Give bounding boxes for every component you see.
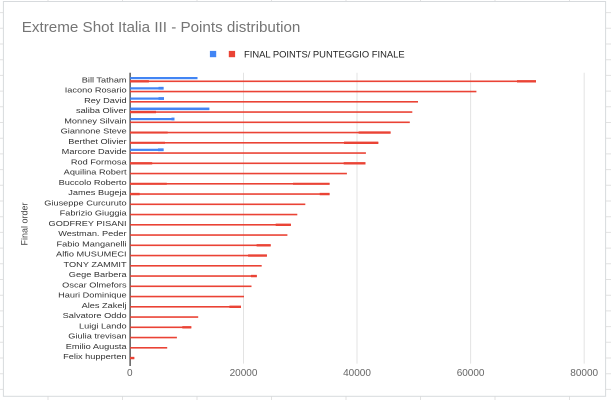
svg-text:Monney Silvain: Monney Silvain <box>64 117 127 125</box>
svg-text:Giuseppe Curcuruto: Giuseppe Curcuruto <box>44 199 127 207</box>
svg-text:0: 0 <box>127 368 133 379</box>
svg-text:Giannone Steve: Giannone Steve <box>61 128 127 136</box>
svg-text:60000: 60000 <box>457 368 485 379</box>
svg-text:Rod Formosa: Rod Formosa <box>71 158 127 166</box>
svg-text:Gege Barbera: Gege Barbera <box>69 271 127 279</box>
svg-text:Iacono Rosario: Iacono Rosario <box>65 87 127 95</box>
svg-text:Ales Zakelj: Ales Zakelj <box>82 302 127 310</box>
svg-text:Luigi Lando: Luigi Lando <box>79 322 127 330</box>
svg-text:saliba Oliver: saliba Oliver <box>76 107 127 115</box>
svg-text:TONY ZAMMIT: TONY ZAMMIT <box>64 261 127 269</box>
svg-text:FINAL POINTS/ PUNTEGGIO FINALE: FINAL POINTS/ PUNTEGGIO FINALE <box>244 48 405 59</box>
svg-text:80000: 80000 <box>570 368 598 379</box>
svg-text:Extreme Shot Italia III - Poin: Extreme Shot Italia III - Points distrib… <box>22 19 301 36</box>
svg-text:40000: 40000 <box>343 368 371 379</box>
svg-text:Final order: Final order <box>20 202 30 245</box>
svg-text:Marcore Davide: Marcore Davide <box>62 148 127 156</box>
svg-text:Westman. Peder: Westman. Peder <box>58 230 127 238</box>
svg-text:Berthet Olivier: Berthet Olivier <box>68 138 127 146</box>
svg-text:Fabrizio Giuggia: Fabrizio Giuggia <box>60 210 127 218</box>
svg-text:GODFREY PISANI: GODFREY PISANI <box>49 220 127 228</box>
svg-text:Giulia trevisan: Giulia trevisan <box>68 333 127 341</box>
svg-text:Oscar Olmefors: Oscar Olmefors <box>62 281 126 289</box>
svg-text:Rey David: Rey David <box>84 97 127 105</box>
svg-text:20000: 20000 <box>230 368 258 379</box>
svg-text:Salvatore Oddo: Salvatore Oddo <box>63 312 127 320</box>
svg-text:Fabio Manganelli: Fabio Manganelli <box>57 240 127 248</box>
svg-text:Buccolo Roberto: Buccolo Roberto <box>59 179 127 187</box>
svg-text:Alfio MUSUMECI: Alfio MUSUMECI <box>56 251 127 259</box>
svg-text:Aquilina Robert: Aquilina Robert <box>64 169 128 177</box>
svg-text:Hauri Dominique: Hauri Dominique <box>58 292 127 300</box>
svg-text:Felix hupperten: Felix hupperten <box>63 353 127 361</box>
svg-text:James Bugeja: James Bugeja <box>68 189 127 197</box>
svg-text:Emilio Augusta: Emilio Augusta <box>66 343 127 351</box>
svg-text:Bill Tatham: Bill Tatham <box>82 76 127 84</box>
